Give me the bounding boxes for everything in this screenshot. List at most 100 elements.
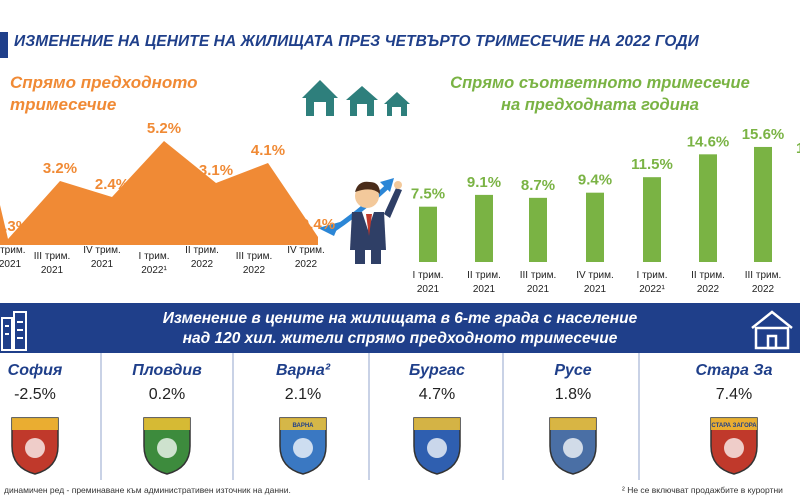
footer-note-left: динамичен ред - преминаване към админист… [4, 485, 291, 495]
footer: динамичен ред - преминаване към админист… [0, 481, 800, 500]
ruse-crest-icon [549, 417, 597, 475]
bar-tick-label: IV трим. [576, 270, 614, 281]
area-tick-label: II трим. [185, 245, 219, 256]
green-bar [586, 192, 604, 262]
plovdiv-crest-icon [143, 417, 191, 475]
bar-tick-label: I трим. [413, 270, 444, 281]
orange-area [0, 141, 318, 245]
area-value-label: 3.2% [43, 160, 77, 177]
bar-tick-label: 2022¹ [639, 284, 665, 295]
area-tick-label: IV трим. [287, 245, 325, 256]
crest-text: СТАРА ЗАГОРА [711, 423, 757, 429]
city-name: Русе [554, 362, 592, 379]
crest-band [144, 418, 190, 430]
city-value: 0.2% [148, 386, 186, 403]
bar-tick-label: 2021 [584, 284, 607, 295]
crest-emblem [293, 438, 313, 458]
right-subtitle-line1: Спрямо съответното тримесечие [450, 74, 750, 92]
crest-emblem [427, 438, 447, 458]
city-name: Пловдив [132, 362, 202, 379]
crest-band [711, 418, 757, 430]
sofia-crest-icon [11, 417, 59, 475]
area-value-label: 3.1% [199, 162, 233, 179]
green-bar [643, 177, 661, 262]
cities-row: София -2.5% Пловдив 0.2% Варна² 2.1% ВАРНА Бург… [0, 353, 800, 480]
bar-tick-label: II трим. [467, 270, 501, 281]
bar-value-label: 9.1% [467, 174, 501, 191]
city-panel: Пловдив 0.2% [102, 353, 234, 480]
crest-band [12, 418, 58, 430]
left-subtitle-line2: тримесечие [10, 95, 117, 114]
area-tick-label: 2021 [91, 259, 114, 270]
bar-value-label: 7.5% [411, 186, 445, 203]
bar-tick-label: 2022 [697, 284, 720, 295]
bar-tick-label: 2021 [417, 284, 440, 295]
bar-tick-label: I трим. [637, 270, 668, 281]
city-panel: Варна² 2.1% ВАРНА [238, 353, 370, 480]
bar-tick-label: 2021 [527, 284, 550, 295]
varna-crest-icon: ВАРНА [279, 417, 327, 475]
bar-value-label: 11.5% [631, 156, 673, 173]
bar-value-label: 15.6% [742, 126, 785, 143]
area-tick-label: I трим. [0, 245, 25, 256]
bar-tick-label: 2022 [752, 284, 775, 295]
bar-value-label: 9.4% [578, 172, 612, 189]
cities-banner: Изменение в цените на жилищата в 6-те гр… [0, 303, 800, 353]
city-value: 1.8% [554, 386, 592, 403]
crest-band [550, 418, 596, 430]
green-bar [475, 194, 493, 262]
area-tick-label: 2021 [0, 259, 22, 270]
area-value-label: 2.4% [95, 176, 129, 193]
right-subtitle-line2: на предходната година [501, 96, 699, 114]
green-bar [419, 206, 437, 262]
city-value: 4.7% [418, 386, 456, 403]
area-tick-label: 2022 [295, 259, 318, 270]
left-chart-subtitle: Спрямо предходното тримесечие [10, 72, 210, 116]
city-panel: София -2.5% [0, 353, 102, 480]
city-value: 2.1% [284, 386, 322, 403]
area-tick-label: IV трим. [83, 245, 121, 256]
city-name: Бургас [409, 362, 465, 379]
footer-note-right: ² Не се включват продажбите в курортни [622, 485, 783, 495]
area-tick-label: I трим. [139, 251, 170, 262]
area-value-label: 0.3% [0, 218, 29, 235]
city-name: София [7, 362, 63, 379]
area-tick-label: 2022 [191, 259, 214, 270]
area-value-label: 4.1% [251, 142, 285, 159]
city-panel: Стара За 7.4% СТАРА ЗАГОРА [668, 353, 800, 480]
city-name: Варна² [275, 362, 331, 379]
bar-tick-label: II трим. [691, 270, 725, 281]
bar-value-label: 8.7% [521, 177, 555, 194]
bar-tick-label: III трим. [520, 270, 557, 281]
green-bar [699, 154, 717, 262]
area-tick-label: 2021 [41, 265, 64, 276]
crest-emblem [563, 438, 583, 458]
crest-text: ВАРНА [292, 423, 314, 429]
crest-emblem [25, 438, 45, 458]
city-name: Стара За [695, 362, 773, 379]
bar-value-label: 14.6% [687, 133, 730, 150]
green-bar [529, 197, 547, 262]
area-value-label: 5.2% [147, 120, 181, 137]
green-bar [754, 146, 772, 262]
bar-tick-label: 2021 [473, 284, 496, 295]
city-panel: Русе 1.8% [508, 353, 640, 480]
bar-value-label: 1 [796, 140, 800, 157]
area-tick-label: 2022 [243, 265, 266, 276]
page-title: ИЗМЕНЕНИЕ НА ЦЕНИТЕ НА ЖИЛИЩАТА ПРЕЗ ЧЕТ… [14, 33, 699, 50]
area-tick-label: III трим. [236, 251, 273, 262]
banner-line1: Изменение в цените на жилищата в 6-те гр… [162, 310, 638, 327]
right-chart-subtitle: Спрямо съответното тримесечие на предход… [440, 72, 760, 116]
title-bar: ИЗМЕНЕНИЕ НА ЦЕНИТЕ НА ЖИЛИЩАТА ПРЕЗ ЧЕТ… [0, 24, 800, 64]
title-edge-mark [0, 32, 8, 58]
area-tick-label: 2022¹ [141, 265, 167, 276]
city-value: -2.5% [14, 386, 56, 403]
bar-tick-label: III трим. [745, 270, 782, 281]
banner-line2: над 120 хил. жители спрямо предходното т… [182, 330, 618, 347]
area-tick-label: III трим. [34, 251, 71, 262]
